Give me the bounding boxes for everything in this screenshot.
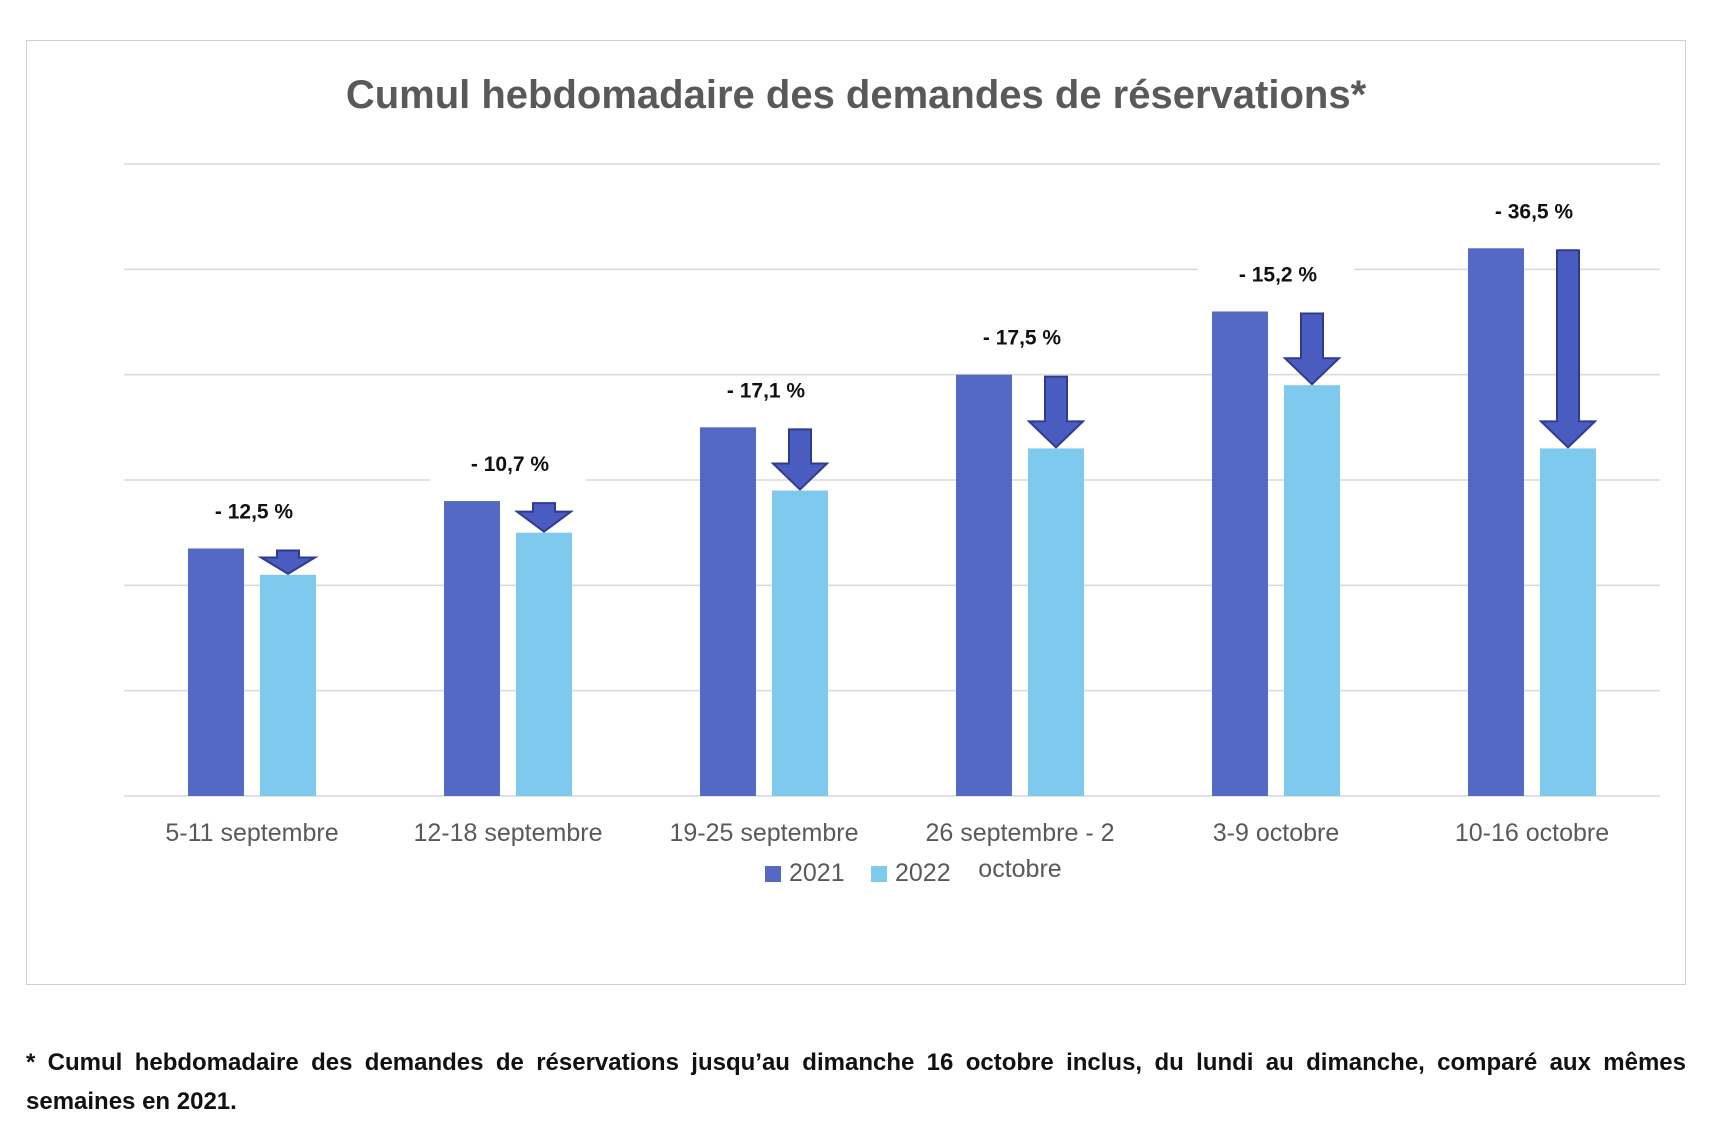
chart-frame: - 12,5 % 5-11 septembre - 10,7 % 12-18 sept… [26, 40, 1686, 985]
annotation-bg [1454, 198, 1610, 229]
decrease-arrow-icon [1538, 249, 1598, 449]
x-tick-label: 26 septembre - 2 [926, 819, 1115, 847]
annotation-bg [430, 451, 586, 482]
annotation-label: - 10,7 % [471, 453, 550, 476]
legend-label: 2021 [789, 859, 845, 887]
x-tick-label: 5-11 septembre [165, 819, 338, 847]
bar-2021 [1468, 248, 1524, 796]
bar-2022 [260, 574, 316, 796]
legend-swatch [871, 866, 887, 882]
x-tick-label: 12-18 septembre [413, 819, 602, 847]
annotation-label: - 17,5 % [983, 327, 1062, 350]
annotation-bg [942, 324, 1098, 355]
decrease-arrow-icon [1026, 375, 1086, 449]
bar-2022 [1284, 385, 1340, 796]
annotation-bg [174, 498, 330, 529]
annotation-bg [686, 377, 842, 408]
annotation-label: - 36,5 % [1495, 200, 1574, 223]
x-tick-label: 10-16 octobre [1455, 819, 1609, 847]
decrease-arrow-icon [1282, 312, 1342, 386]
footnote: * Cumul hebdomadaire des demandes de rés… [26, 1049, 1686, 1115]
annotation-label: - 17,1 % [727, 379, 806, 402]
legend-label: 2022 [895, 859, 951, 887]
bar-2021 [1212, 311, 1268, 796]
legend-swatch [765, 866, 781, 882]
decrease-arrow-icon [513, 502, 575, 533]
bar-2021 [444, 501, 500, 796]
bar-2021 [700, 427, 756, 796]
annotation-bg [1198, 261, 1354, 292]
decrease-arrow-icon [257, 549, 319, 575]
bar-2022 [1028, 448, 1084, 796]
annotation-label: - 12,5 % [215, 500, 294, 523]
annotation-label: - 15,2 % [1239, 263, 1318, 286]
x-tick-label: 3-9 octobre [1213, 819, 1339, 847]
x-tick-label: octobre [978, 855, 1061, 883]
bar-2022 [1540, 448, 1596, 796]
decrease-arrow-icon [770, 428, 830, 491]
bar-2022 [516, 532, 572, 796]
chart-plot: - 12,5 % 5-11 septembre - 10,7 % 12-18 sept… [124, 163, 1660, 887]
x-tick-label: 19-25 septembre [669, 819, 858, 847]
bar-2021 [956, 374, 1012, 796]
chart-title: Cumul hebdomadaire des demandes de réser… [345, 73, 1367, 117]
bar-2021 [188, 548, 244, 796]
bar-2022 [772, 490, 828, 796]
